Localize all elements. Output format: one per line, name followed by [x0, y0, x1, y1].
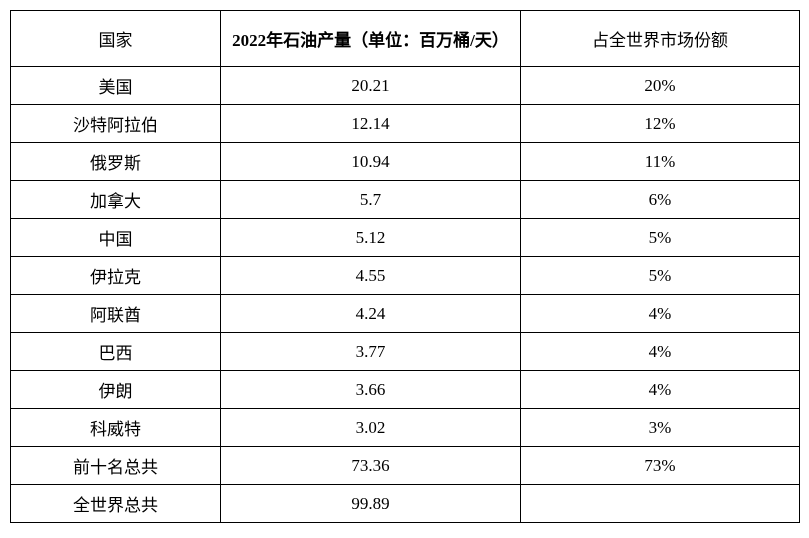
table-row: 巴西 3.77 4% — [11, 333, 800, 371]
cell-country: 伊拉克 — [11, 257, 221, 295]
cell-country: 科威特 — [11, 409, 221, 447]
cell-country: 巴西 — [11, 333, 221, 371]
cell-production: 73.36 — [221, 447, 521, 485]
cell-country: 前十名总共 — [11, 447, 221, 485]
header-country: 国家 — [11, 11, 221, 67]
table-row: 美国 20.21 20% — [11, 67, 800, 105]
cell-country: 伊朗 — [11, 371, 221, 409]
cell-share: 11% — [521, 143, 800, 181]
cell-production: 3.77 — [221, 333, 521, 371]
cell-share: 20% — [521, 67, 800, 105]
cell-share: 73% — [521, 447, 800, 485]
table-row: 科威特 3.02 3% — [11, 409, 800, 447]
cell-production: 5.7 — [221, 181, 521, 219]
cell-production: 4.24 — [221, 295, 521, 333]
cell-share: 6% — [521, 181, 800, 219]
table-row-world-total: 全世界总共 99.89 — [11, 485, 800, 523]
table-row: 伊拉克 4.55 5% — [11, 257, 800, 295]
cell-share: 4% — [521, 295, 800, 333]
cell-country: 美国 — [11, 67, 221, 105]
table-row: 加拿大 5.7 6% — [11, 181, 800, 219]
cell-country: 中国 — [11, 219, 221, 257]
cell-production: 5.12 — [221, 219, 521, 257]
cell-country: 沙特阿拉伯 — [11, 105, 221, 143]
table-row: 沙特阿拉伯 12.14 12% — [11, 105, 800, 143]
cell-country: 全世界总共 — [11, 485, 221, 523]
header-production: 2022年石油产量（单位：百万桶/天） — [221, 11, 521, 67]
table-body: 美国 20.21 20% 沙特阿拉伯 12.14 12% 俄罗斯 10.94 1… — [11, 67, 800, 523]
cell-share: 5% — [521, 257, 800, 295]
cell-share: 4% — [521, 333, 800, 371]
cell-country: 加拿大 — [11, 181, 221, 219]
cell-share: 3% — [521, 409, 800, 447]
oil-production-table: 国家 2022年石油产量（单位：百万桶/天） 占全世界市场份额 美国 20.21… — [10, 10, 800, 523]
cell-production: 20.21 — [221, 67, 521, 105]
cell-production: 12.14 — [221, 105, 521, 143]
table-row: 阿联酋 4.24 4% — [11, 295, 800, 333]
cell-share: 4% — [521, 371, 800, 409]
table-row-top10-total: 前十名总共 73.36 73% — [11, 447, 800, 485]
header-share: 占全世界市场份额 — [521, 11, 800, 67]
table-header-row: 国家 2022年石油产量（单位：百万桶/天） 占全世界市场份额 — [11, 11, 800, 67]
cell-production: 10.94 — [221, 143, 521, 181]
cell-country: 阿联酋 — [11, 295, 221, 333]
cell-share — [521, 485, 800, 523]
cell-production: 3.02 — [221, 409, 521, 447]
cell-production: 3.66 — [221, 371, 521, 409]
cell-production: 4.55 — [221, 257, 521, 295]
cell-share: 12% — [521, 105, 800, 143]
cell-country: 俄罗斯 — [11, 143, 221, 181]
table-row: 中国 5.12 5% — [11, 219, 800, 257]
table-row: 俄罗斯 10.94 11% — [11, 143, 800, 181]
cell-production: 99.89 — [221, 485, 521, 523]
cell-share: 5% — [521, 219, 800, 257]
table-row: 伊朗 3.66 4% — [11, 371, 800, 409]
